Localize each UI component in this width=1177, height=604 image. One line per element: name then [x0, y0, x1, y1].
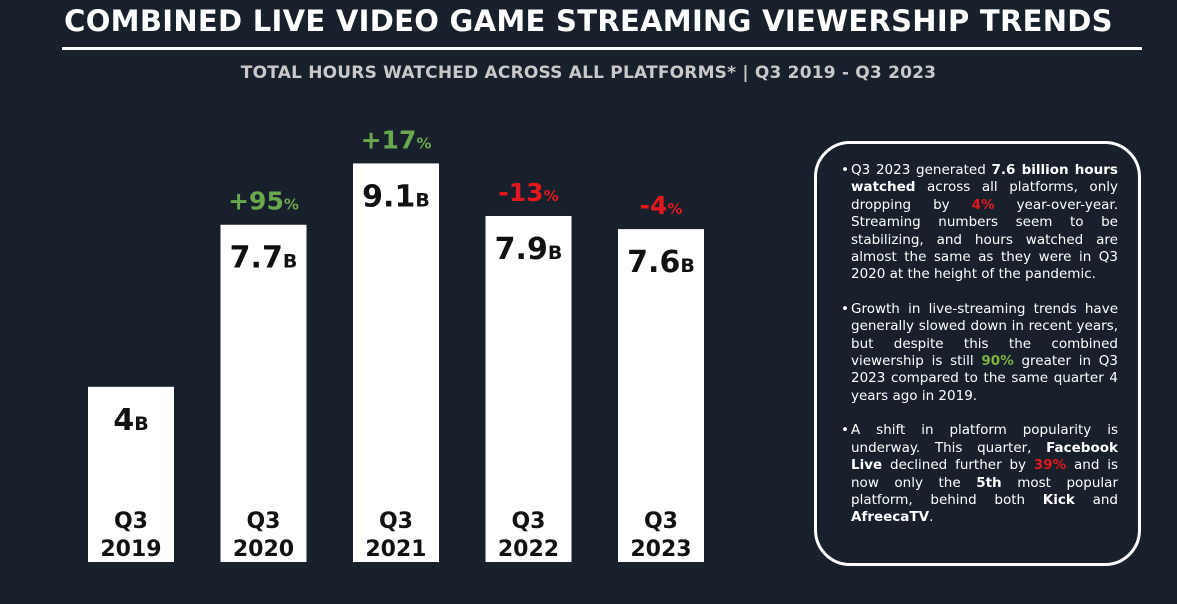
chart-subtitle: TOTAL HOURS WATCHED ACROSS ALL PLATFORMS…	[240, 63, 937, 83]
insight-text-run: AfreecaTV	[851, 509, 930, 526]
x-tick-label: 2023	[630, 537, 691, 562]
x-tick-label: Q3	[644, 509, 678, 534]
insight-text-run: 90%	[981, 353, 1014, 370]
bullet-dot-icon: •	[841, 422, 849, 439]
bar-value-label: 9.1B	[362, 179, 430, 214]
insight-text-run: most popular platform, behind both	[851, 474, 1118, 508]
insight-text-run: year-over-year. Streaming numbers seem t…	[851, 196, 1118, 283]
change-label: +17%	[361, 125, 432, 154]
insight-text-run: .	[929, 509, 934, 526]
x-tick-label: 2021	[365, 537, 426, 562]
bullet-dot-icon: •	[841, 300, 849, 317]
insights-panel: • Q3 2023 generated 7.6 billion hours wat…	[814, 141, 1141, 566]
bar-0	[88, 386, 174, 562]
bar-2	[353, 163, 439, 563]
x-tick-label: Q3	[379, 509, 413, 534]
page-title: COMBINED LIVE VIDEO GAME STREAMING VIEWE…	[64, 4, 1113, 38]
bar-value-label: 7.7B	[230, 241, 298, 276]
insight-text-run: 39%	[1033, 457, 1067, 474]
insight-text-run: and is now only the	[851, 457, 1118, 491]
title-divider	[62, 47, 1142, 50]
x-tick-label: Q3	[511, 509, 545, 534]
insight-text-run: Growth in live-streaming trends have gen…	[851, 300, 1118, 370]
insight-bullet: • Growth in live-streaming trends have ge…	[841, 300, 1118, 405]
bar-4	[618, 229, 704, 562]
insight-text-run: Facebook Live	[851, 439, 1118, 474]
insight-text-run: across all platforms, only dropping by	[851, 179, 1118, 213]
bar-value-label: 4B	[113, 403, 148, 438]
x-tick-label: 2019	[100, 537, 161, 562]
x-tick-label: Q3	[114, 509, 148, 534]
bullet-dot-icon: •	[841, 162, 849, 178]
change-label: -4%	[640, 191, 683, 220]
insight-text-run: greater in Q3 2023 compared to the same …	[851, 353, 1118, 404]
bar-1	[220, 224, 307, 563]
insight-text-run: 5th	[976, 474, 1002, 491]
x-tick-label: 2020	[233, 537, 294, 562]
change-label: +95%	[228, 187, 299, 216]
insight-bullet: • A shift in platform popularity is under…	[841, 422, 1118, 526]
bar-value-label: 7.9B	[495, 232, 563, 267]
insight-text-run: Q3 2023 generated	[851, 162, 992, 178]
insights-list: • Q3 2023 generated 7.6 billion hours wat…	[841, 162, 1118, 527]
insight-text-run: 4%	[971, 196, 995, 213]
bar-chart: 4B Q3 2019 7.7B Q3 2020 +95% 9.1B Q3 2021 +17% 7.9B…	[88, 125, 704, 563]
insight-text-run: A shift in platform popularity is underw…	[851, 422, 1118, 456]
change-label: -13%	[498, 178, 558, 207]
insight-text-run: Kick	[1042, 491, 1075, 508]
bar-3	[485, 215, 572, 563]
insight-text-run: 7.6 billion hours watched	[851, 162, 1118, 196]
insight-text-run: declined further by	[882, 457, 1034, 474]
x-tick-label: Q3	[246, 509, 280, 534]
insight-bullet: • Q3 2023 generated 7.6 billion hours wat…	[841, 162, 1118, 284]
bar-value-label: 7.6B	[627, 245, 695, 280]
x-tick-label: 2022	[498, 537, 559, 562]
insight-text-run: and	[1074, 491, 1118, 508]
